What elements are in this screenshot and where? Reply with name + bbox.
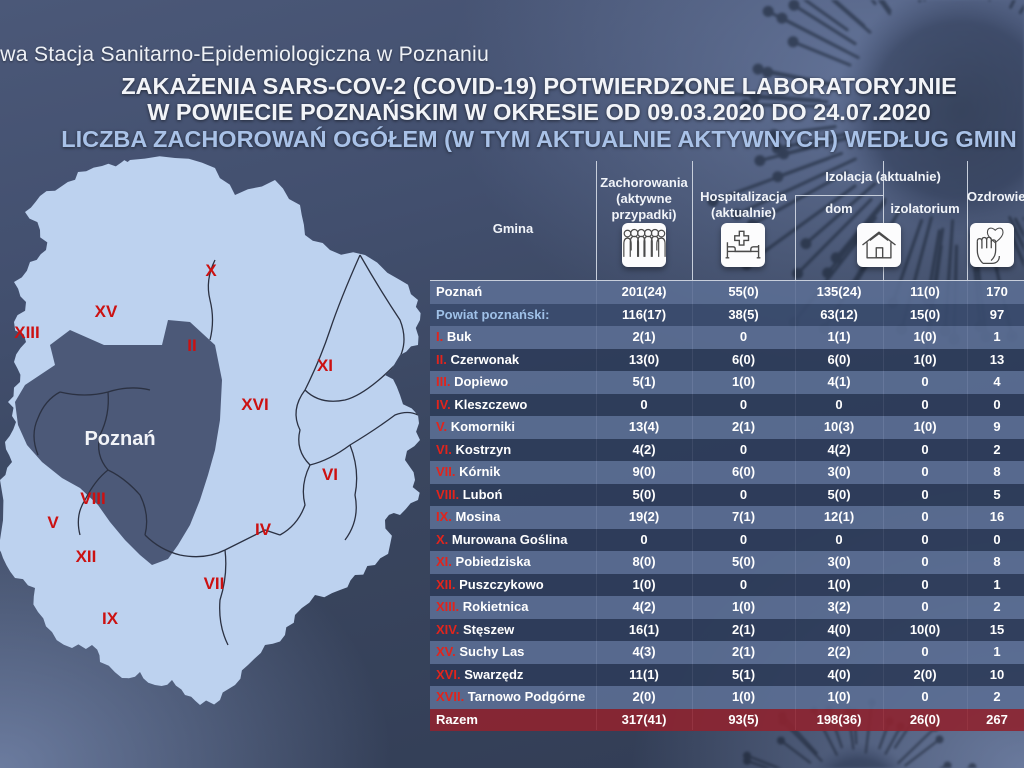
svg-text:XVI: XVI <box>241 395 268 414</box>
svg-text:VII: VII <box>204 574 225 593</box>
svg-text:XV: XV <box>95 302 118 321</box>
svg-text:IV: IV <box>255 520 272 539</box>
svg-text:II: II <box>187 336 196 355</box>
svg-text:XI: XI <box>317 356 333 375</box>
svg-text:VI: VI <box>322 465 338 484</box>
svg-text:V: V <box>47 513 59 532</box>
svg-text:Poznań: Poznań <box>84 428 155 450</box>
svg-text:VIII: VIII <box>80 489 106 508</box>
svg-text:IX: IX <box>102 609 119 628</box>
svg-text:XII: XII <box>76 547 97 566</box>
svg-text:XIII: XIII <box>14 323 40 342</box>
svg-text:X: X <box>205 261 217 280</box>
